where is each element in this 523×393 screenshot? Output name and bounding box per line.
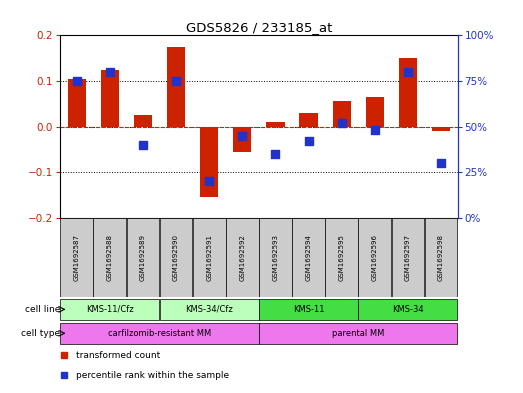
Bar	[233, 127, 252, 152]
FancyBboxPatch shape	[226, 219, 259, 297]
FancyBboxPatch shape	[392, 219, 424, 297]
FancyBboxPatch shape	[259, 299, 358, 320]
FancyBboxPatch shape	[425, 219, 458, 297]
Bar	[200, 127, 218, 197]
Text: GSM1692592: GSM1692592	[240, 234, 245, 281]
FancyBboxPatch shape	[259, 219, 292, 297]
Text: GSM1692590: GSM1692590	[173, 234, 179, 281]
FancyBboxPatch shape	[60, 219, 93, 297]
Text: KMS-11/Cfz: KMS-11/Cfz	[86, 305, 134, 314]
FancyBboxPatch shape	[325, 219, 358, 297]
FancyBboxPatch shape	[60, 299, 160, 320]
Bar	[134, 115, 152, 127]
Bar	[333, 101, 351, 127]
Point	[205, 178, 213, 184]
Point	[238, 132, 246, 139]
Text: KMS-34: KMS-34	[392, 305, 424, 314]
Text: GSM1692595: GSM1692595	[339, 234, 345, 281]
FancyBboxPatch shape	[259, 323, 458, 344]
Bar	[266, 122, 285, 127]
Text: cell line: cell line	[25, 305, 61, 314]
Bar	[366, 97, 384, 127]
Text: KMS-11: KMS-11	[293, 305, 324, 314]
Bar	[432, 127, 450, 131]
Text: percentile rank within the sample: percentile rank within the sample	[76, 371, 229, 380]
Point	[404, 69, 412, 75]
FancyBboxPatch shape	[292, 219, 325, 297]
Text: GSM1692587: GSM1692587	[74, 234, 79, 281]
Point	[437, 160, 445, 166]
Text: GSM1692593: GSM1692593	[272, 234, 278, 281]
Text: GSM1692594: GSM1692594	[305, 234, 312, 281]
Point	[73, 78, 81, 84]
Title: GDS5826 / 233185_at: GDS5826 / 233185_at	[186, 21, 332, 34]
FancyBboxPatch shape	[94, 219, 126, 297]
Text: carfilzomib-resistant MM: carfilzomib-resistant MM	[108, 329, 211, 338]
FancyBboxPatch shape	[160, 219, 192, 297]
Bar	[399, 58, 417, 127]
Point	[172, 78, 180, 84]
Bar	[67, 79, 86, 127]
Bar	[101, 70, 119, 127]
Bar	[300, 113, 317, 127]
Text: KMS-34/Cfz: KMS-34/Cfz	[185, 305, 233, 314]
FancyBboxPatch shape	[358, 299, 458, 320]
Bar	[167, 47, 185, 127]
Text: GSM1692596: GSM1692596	[372, 234, 378, 281]
Point	[304, 138, 313, 144]
FancyBboxPatch shape	[193, 219, 225, 297]
FancyBboxPatch shape	[127, 219, 160, 297]
Text: GSM1692597: GSM1692597	[405, 234, 411, 281]
FancyBboxPatch shape	[358, 219, 391, 297]
Point	[106, 69, 114, 75]
FancyBboxPatch shape	[60, 323, 259, 344]
FancyBboxPatch shape	[160, 299, 259, 320]
Point	[271, 151, 280, 157]
Text: cell type: cell type	[21, 329, 61, 338]
Text: GSM1692588: GSM1692588	[107, 234, 113, 281]
Text: GSM1692589: GSM1692589	[140, 234, 146, 281]
Point	[371, 127, 379, 133]
Text: parental MM: parental MM	[332, 329, 384, 338]
Point	[337, 120, 346, 126]
Text: GSM1692591: GSM1692591	[206, 234, 212, 281]
Point	[139, 141, 147, 148]
Text: transformed count: transformed count	[76, 351, 160, 360]
Text: GSM1692598: GSM1692598	[438, 234, 444, 281]
